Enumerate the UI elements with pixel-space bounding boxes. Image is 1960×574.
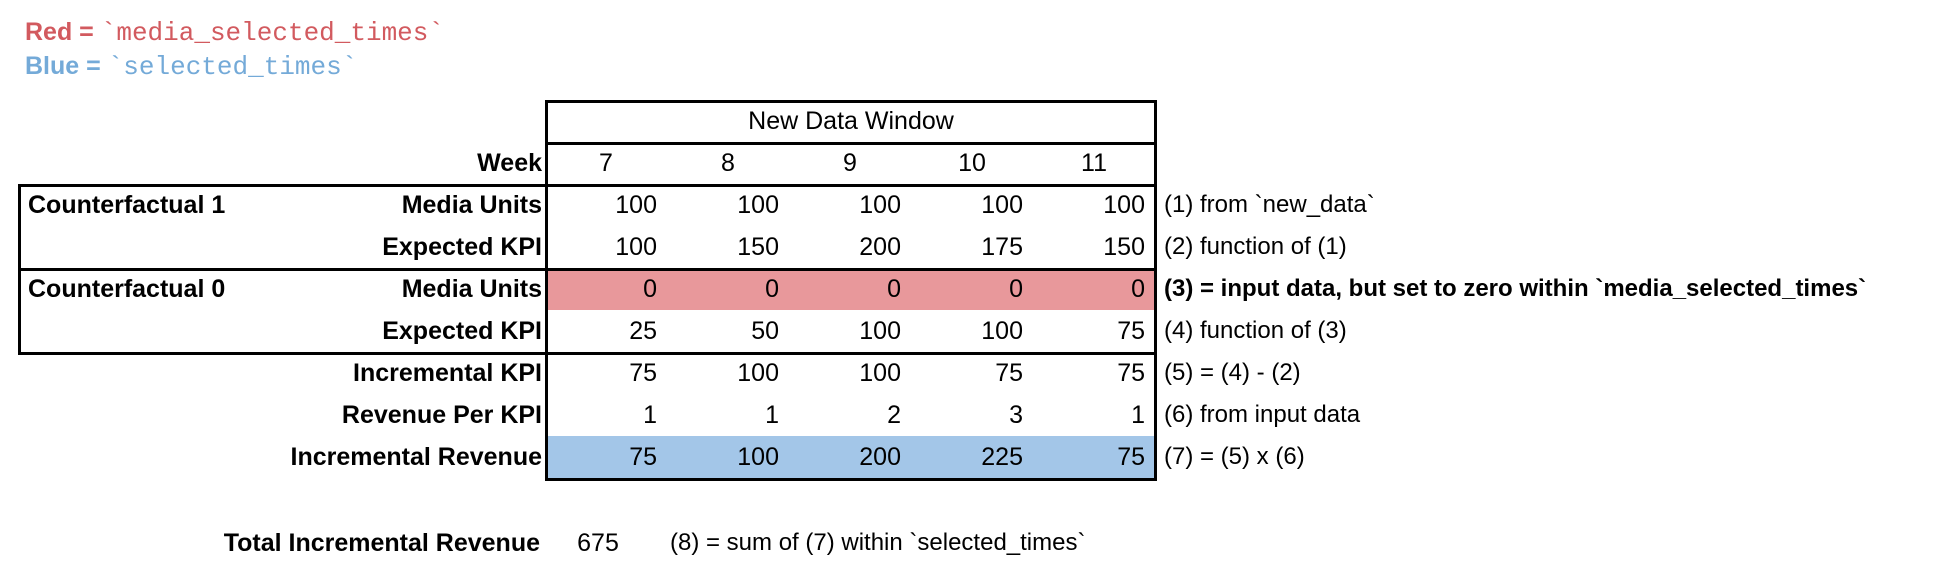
week-col-header: 9 — [843, 149, 857, 177]
week-label: Week — [477, 149, 542, 177]
table-header: New Data Window — [748, 107, 954, 135]
row-label: Incremental Revenue — [290, 443, 543, 471]
value-cell: 100 — [615, 233, 657, 261]
value-cell: 0 — [1131, 275, 1145, 303]
table-border-top — [545, 100, 1157, 103]
row-annotation: (6) from input data — [1164, 401, 1361, 428]
value-cell: 75 — [1117, 359, 1145, 387]
week-col-header: 11 — [1081, 149, 1107, 177]
row-label: Media Units — [401, 275, 542, 303]
value-cell: 75 — [629, 443, 657, 471]
row-label: Revenue Per KPI — [341, 401, 542, 429]
value-cell: 100 — [981, 191, 1023, 219]
value-cell: 175 — [981, 233, 1023, 261]
value-cell: 100 — [737, 359, 779, 387]
value-cell: 25 — [629, 317, 657, 345]
value-cell: 150 — [1103, 233, 1145, 261]
legend-red: Red = `media_selected_times` — [25, 15, 444, 50]
table-border-under-header — [545, 142, 1157, 145]
value-cell: 75 — [1117, 443, 1145, 471]
row-annotation: (5) = (4) - (2) — [1164, 359, 1301, 386]
row-annotation: (1) from `new_data` — [1164, 191, 1375, 218]
total-note: (8) = sum of (7) within `selected_times` — [670, 529, 1086, 556]
blue-highlight-band — [548, 436, 1154, 478]
row-annotation: (4) function of (3) — [1164, 317, 1347, 344]
table-border-left-data — [545, 100, 548, 481]
red-highlight-band — [548, 271, 1154, 310]
value-cell: 100 — [615, 191, 657, 219]
table-border-bottom — [545, 478, 1157, 481]
value-cell: 75 — [629, 359, 657, 387]
value-cell: 50 — [751, 317, 779, 345]
week-col-header: 8 — [721, 149, 735, 177]
value-cell: 2 — [887, 401, 901, 429]
table-border-under-week — [18, 184, 1157, 187]
value-cell: 0 — [887, 275, 901, 303]
legend-red-code: `media_selected_times` — [100, 18, 444, 48]
legend-blue: Blue = `selected_times` — [25, 49, 357, 84]
value-cell: 1 — [643, 401, 657, 429]
value-cell: 3 — [1009, 401, 1023, 429]
value-cell: 100 — [737, 443, 779, 471]
value-cell: 100 — [859, 317, 901, 345]
table-border-right-data — [1154, 100, 1157, 481]
row-label: Media Units — [401, 191, 542, 219]
value-cell: 150 — [737, 233, 779, 261]
value-cell: 100 — [859, 191, 901, 219]
row-annotation: (2) function of (1) — [1164, 233, 1347, 260]
value-cell: 100 — [737, 191, 779, 219]
value-cell: 0 — [1009, 275, 1023, 303]
value-cell: 1 — [765, 401, 779, 429]
week-col-header: 10 — [958, 149, 986, 177]
value-cell: 1 — [1131, 401, 1145, 429]
row-label: Expected KPI — [382, 317, 542, 345]
value-cell: 225 — [981, 443, 1023, 471]
value-cell: 100 — [1103, 191, 1145, 219]
row-annotation: (3) = input data, but set to zero within… — [1164, 275, 1867, 302]
row-label: Expected KPI — [382, 233, 542, 261]
value-cell: 0 — [643, 275, 657, 303]
week-col-header: 7 — [599, 149, 613, 177]
total-value: 675 — [577, 529, 619, 557]
row-annotation: (7) = (5) x (6) — [1164, 443, 1305, 470]
legend-blue-label: Blue = — [25, 52, 108, 80]
table-border-cf1-cf0 — [18, 268, 1157, 271]
row-label: Incremental KPI — [353, 359, 542, 387]
value-cell: 100 — [859, 359, 901, 387]
value-cell: 200 — [859, 443, 901, 471]
value-cell: 100 — [981, 317, 1023, 345]
value-cell: 75 — [995, 359, 1023, 387]
value-cell: 200 — [859, 233, 901, 261]
value-cell: 75 — [1117, 317, 1145, 345]
table-border-under-cf0 — [18, 352, 1157, 355]
value-cell: 0 — [765, 275, 779, 303]
legend-red-label: Red = — [25, 18, 101, 46]
group-label: Counterfactual 1 — [28, 191, 226, 219]
total-label: Total Incremental Revenue — [223, 529, 540, 557]
legend-blue-code: `selected_times` — [107, 52, 358, 82]
table-border-left-groups — [18, 184, 21, 355]
group-label: Counterfactual 0 — [28, 275, 226, 303]
